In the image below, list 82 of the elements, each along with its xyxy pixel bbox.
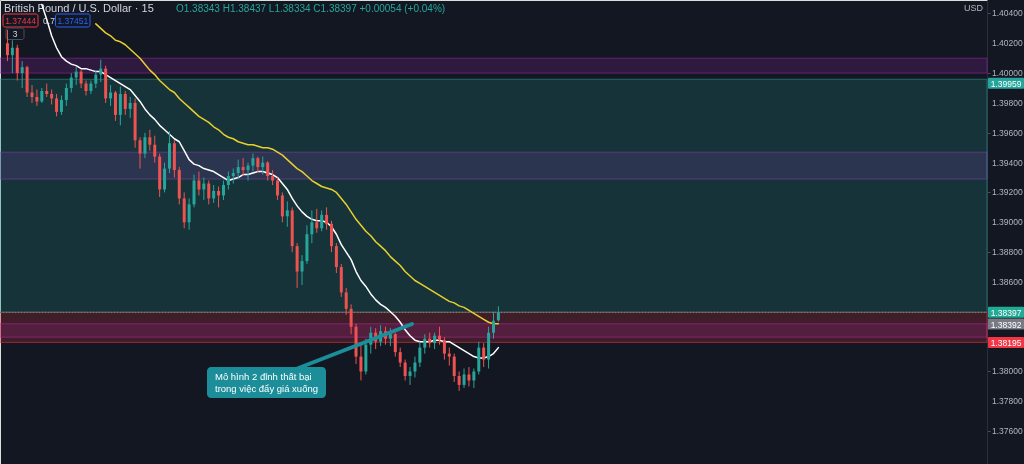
candlestick [334,242,338,274]
y-tick-label: 1.38000 [992,366,1023,377]
candlestick [251,153,255,173]
candlestick [84,80,88,96]
candlestick [207,180,211,205]
candlestick [10,39,14,74]
band-label: 1.39959 [990,78,1022,89]
candlestick [403,359,407,381]
y-tick-label: 1.37600 [992,426,1023,437]
candlestick [89,80,93,95]
candlestick [393,332,397,358]
y-tick-label: 1.40000 [992,68,1023,79]
candlestick [246,162,250,182]
candlestick [99,59,103,83]
candlestick [236,159,240,180]
candlestick [462,368,466,389]
candlestick [217,186,221,208]
candlestick [285,200,289,228]
candlestick [123,90,127,116]
candlestick [69,72,73,93]
annotation: O1.38343 H1.38437 L1.38334 C1.38397 +0.00054 (+0.04%) [176,3,446,14]
annotation: Mô hình 2 đỉnh thất bại trong việc đẩy giá xuống [215,371,318,394]
candlestick [467,366,471,387]
y-tick-label: 1.39200 [992,187,1023,198]
candlestick [241,157,245,177]
candlestick [359,344,363,381]
candlestick [20,60,24,89]
y-tick-label: 1.38800 [992,247,1023,258]
candlestick [30,84,34,104]
band-label: 1.38195 [990,337,1022,348]
candlestick [143,132,147,159]
candlestick [452,353,456,383]
candlestick [163,162,167,193]
candlestick [457,371,461,392]
annotation: 1.37451 [57,16,89,26]
candlestick [315,208,319,234]
candlestick [442,336,446,361]
candlestick [320,209,324,232]
candlestick [55,93,59,117]
candlestick [325,206,329,231]
candlestick [192,174,196,208]
y-tick-label: 1.40200 [992,38,1023,49]
y-tick-label: 1.40400 [992,8,1023,19]
candlestick [138,136,142,170]
candlestick [349,303,353,335]
y-tick-label: 1.37800 [992,396,1023,407]
candlestick [182,191,186,229]
candlestick [266,160,270,182]
annotation: 1.37444 [5,16,37,26]
candlestick [221,180,225,201]
candlestick [275,177,279,201]
y-tick-label: 1.38600 [992,276,1023,287]
candlestick [187,197,191,231]
candlestick [418,341,422,368]
candlestick [148,129,152,152]
candlestick [344,287,348,316]
candlestick [423,333,427,355]
candlestick [300,254,304,286]
annotation: USD [963,3,984,13]
candlestick [472,368,476,389]
candlestick [35,89,39,107]
candlestick [310,209,314,244]
y-tick-label: 1.39800 [992,97,1023,108]
candlestick [118,86,122,126]
candlestick [398,347,402,368]
candlestick [128,96,132,119]
candlestick [482,342,486,368]
candlestick [59,94,63,116]
candlestick [329,220,333,253]
ref-line-label: 1.38397 [990,307,1022,318]
candlestick [5,29,9,62]
candlestick [113,90,117,122]
candlestick [153,135,157,164]
y-tick-label: 1.39600 [992,127,1023,138]
annotation: 1.38392 [990,319,1022,330]
candlestick [64,83,68,107]
y-tick-label: 1.39400 [992,157,1023,168]
candlestick [408,366,412,386]
candlestick [280,191,284,223]
annotation: 3 [12,29,18,40]
y-tick-label: 1.39000 [992,217,1023,228]
candlestick [477,341,481,375]
